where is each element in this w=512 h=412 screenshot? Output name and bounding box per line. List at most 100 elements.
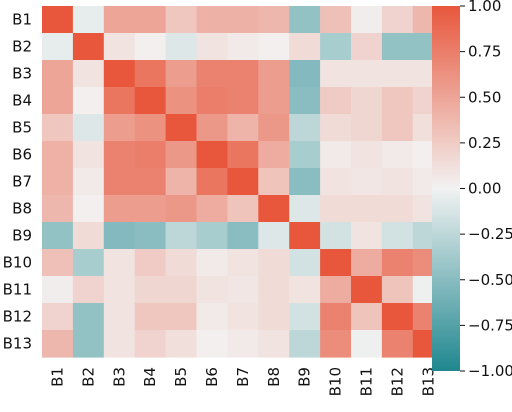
colorbar-ticks: 1.00 0.75 0.50 0.25 0.00 −0.25 −0.50 −0.75 −1.00 — [460, 0, 512, 380]
heatmap-cell-B11-B1 — [42, 276, 74, 304]
row-label-B3: B3 — [12, 65, 32, 83]
heatmap-cell-B5-B4 — [134, 114, 167, 142]
heatmap-cell-B7-B5 — [165, 168, 198, 196]
heatmap-cell-B2-B7 — [227, 33, 259, 61]
heatmap-cell-B4-B7 — [227, 87, 259, 115]
heatmap-cell-B8-B3 — [103, 195, 136, 223]
heatmap-cell-B11-B8 — [258, 276, 290, 304]
heatmap-cell-B2-B12 — [381, 33, 414, 61]
heatmap-cell-B11-B10 — [320, 276, 352, 304]
heatmap-cell-B2-B1 — [42, 33, 74, 61]
heatmap-cell-B5-B1 — [42, 114, 74, 142]
heatmap-cell-B2-B9 — [289, 33, 321, 61]
heatmap-cell-B5-B2 — [72, 114, 105, 142]
heatmap-cell-B13-B2 — [72, 330, 105, 358]
heatmap-cell-B10-B2 — [72, 249, 105, 277]
heatmap-cell-B4-B8 — [258, 87, 290, 115]
heatmap-cell-B10-B9 — [289, 249, 321, 277]
heatmap-cell-B9-B5 — [165, 222, 198, 250]
heatmap-cell-B3-B7 — [227, 60, 259, 88]
row-label-B5: B5 — [12, 119, 32, 137]
heatmap-cell-B6-B12 — [381, 141, 414, 169]
col-label-B3: B3 — [110, 367, 128, 387]
heatmap-cell-B12-B8 — [258, 303, 290, 331]
heatmap-cell-B10-B6 — [196, 249, 228, 277]
heatmap-cell-B12-B7 — [227, 303, 259, 331]
heatmap-cell-B8-B12 — [381, 195, 414, 223]
heatmap-cell-B9-B1 — [42, 222, 74, 250]
heatmap-cell-B1-B5 — [165, 6, 198, 34]
heatmap-cell-B9-B6 — [196, 222, 228, 250]
heatmap-cell-B1-B12 — [381, 6, 414, 34]
heatmap-cell-B8-B2 — [72, 195, 105, 223]
heatmap-cell-B11-B12 — [381, 276, 414, 304]
heatmap-cell-B7-B6 — [196, 168, 228, 196]
heatmap-cell-B13-B7 — [227, 330, 259, 358]
heatmap-cell-B6-B11 — [351, 141, 383, 169]
heatmap-cell-B1-B1 — [42, 6, 74, 34]
heatmap-cell-B12-B5 — [165, 303, 198, 331]
heatmap-cell-B7-B2 — [72, 168, 105, 196]
row-label-B9: B9 — [12, 227, 32, 245]
heatmap-cells — [42, 6, 445, 358]
heatmap-cell-B6-B8 — [258, 141, 290, 169]
heatmap-cell-B3-B1 — [42, 60, 74, 88]
heatmap-cell-B1-B10 — [320, 6, 352, 34]
heatmap-cell-B11-B5 — [165, 276, 198, 304]
row-label-B12: B12 — [3, 308, 32, 326]
colorbar-tick-label: −1.00 — [468, 362, 512, 380]
heatmap-cell-B6-B2 — [72, 141, 105, 169]
heatmap-cell-B4-B10 — [320, 87, 352, 115]
heatmap-cell-B10-B5 — [165, 249, 198, 277]
heatmap-cell-B7-B12 — [381, 168, 414, 196]
heatmap-cell-B11-B6 — [196, 276, 228, 304]
heatmap-cell-B7-B1 — [42, 168, 74, 196]
heatmap-cell-B6-B10 — [320, 141, 352, 169]
col-label-B8: B8 — [265, 367, 283, 387]
heatmap-cell-B1-B3 — [103, 6, 136, 34]
heatmap-cell-B8-B4 — [134, 195, 167, 223]
heatmap-cell-B8-B1 — [42, 195, 74, 223]
heatmap-cell-B9-B12 — [381, 222, 414, 250]
heatmap-cell-B3-B6 — [196, 60, 228, 88]
heatmap-cell-B2-B6 — [196, 33, 228, 61]
heatmap-cell-B6-B5 — [165, 141, 198, 169]
row-label-B8: B8 — [12, 200, 32, 218]
heatmap-cell-B9-B11 — [351, 222, 383, 250]
heatmap-cell-B6-B6 — [196, 141, 228, 169]
heatmap-cell-B8-B7 — [227, 195, 259, 223]
heatmap-cell-B5-B9 — [289, 114, 321, 142]
colorbar-tick-label: 0.25 — [468, 134, 501, 152]
heatmap-cell-B8-B8 — [258, 195, 290, 223]
heatmap-cell-B10-B3 — [103, 249, 136, 277]
heatmap-cell-B5-B7 — [227, 114, 259, 142]
heatmap-cell-B9-B8 — [258, 222, 290, 250]
heatmap-cell-B5-B6 — [196, 114, 228, 142]
heatmap-cell-B12-B2 — [72, 303, 105, 331]
heatmap-cell-B2-B5 — [165, 33, 198, 61]
heatmap-cell-B7-B3 — [103, 168, 136, 196]
col-label-B7: B7 — [234, 367, 252, 387]
col-labels: B1 B2 B3 B4 B5 B6 B7 B8 B9 B10 B11 B12 B13 — [48, 367, 437, 396]
heatmap-cell-B13-B5 — [165, 330, 198, 358]
heatmap-cell-B5-B3 — [103, 114, 136, 142]
col-label-B5: B5 — [172, 367, 190, 387]
col-label-B2: B2 — [79, 367, 97, 387]
heatmap-cell-B3-B9 — [289, 60, 321, 88]
heatmap-cell-B4-B2 — [72, 87, 105, 115]
heatmap-cell-B11-B2 — [72, 276, 105, 304]
colorbar-tick-label: 0.75 — [468, 43, 501, 61]
heatmap-cell-B4-B5 — [165, 87, 198, 115]
heatmap-cell-B10-B4 — [134, 249, 167, 277]
colorbar-tick-label: 1.00 — [468, 0, 501, 15]
heatmap-cell-B9-B3 — [103, 222, 136, 250]
col-label-B9: B9 — [296, 367, 314, 387]
heatmap-cell-B7-B8 — [258, 168, 290, 196]
heatmap-cell-B12-B4 — [134, 303, 167, 331]
heatmap-cell-B6-B4 — [134, 141, 167, 169]
heatmap-cell-B8-B10 — [320, 195, 352, 223]
heatmap-cell-B9-B7 — [227, 222, 259, 250]
heatmap-cell-B3-B10 — [320, 60, 352, 88]
colorbar-tick-label: −0.75 — [468, 316, 512, 334]
